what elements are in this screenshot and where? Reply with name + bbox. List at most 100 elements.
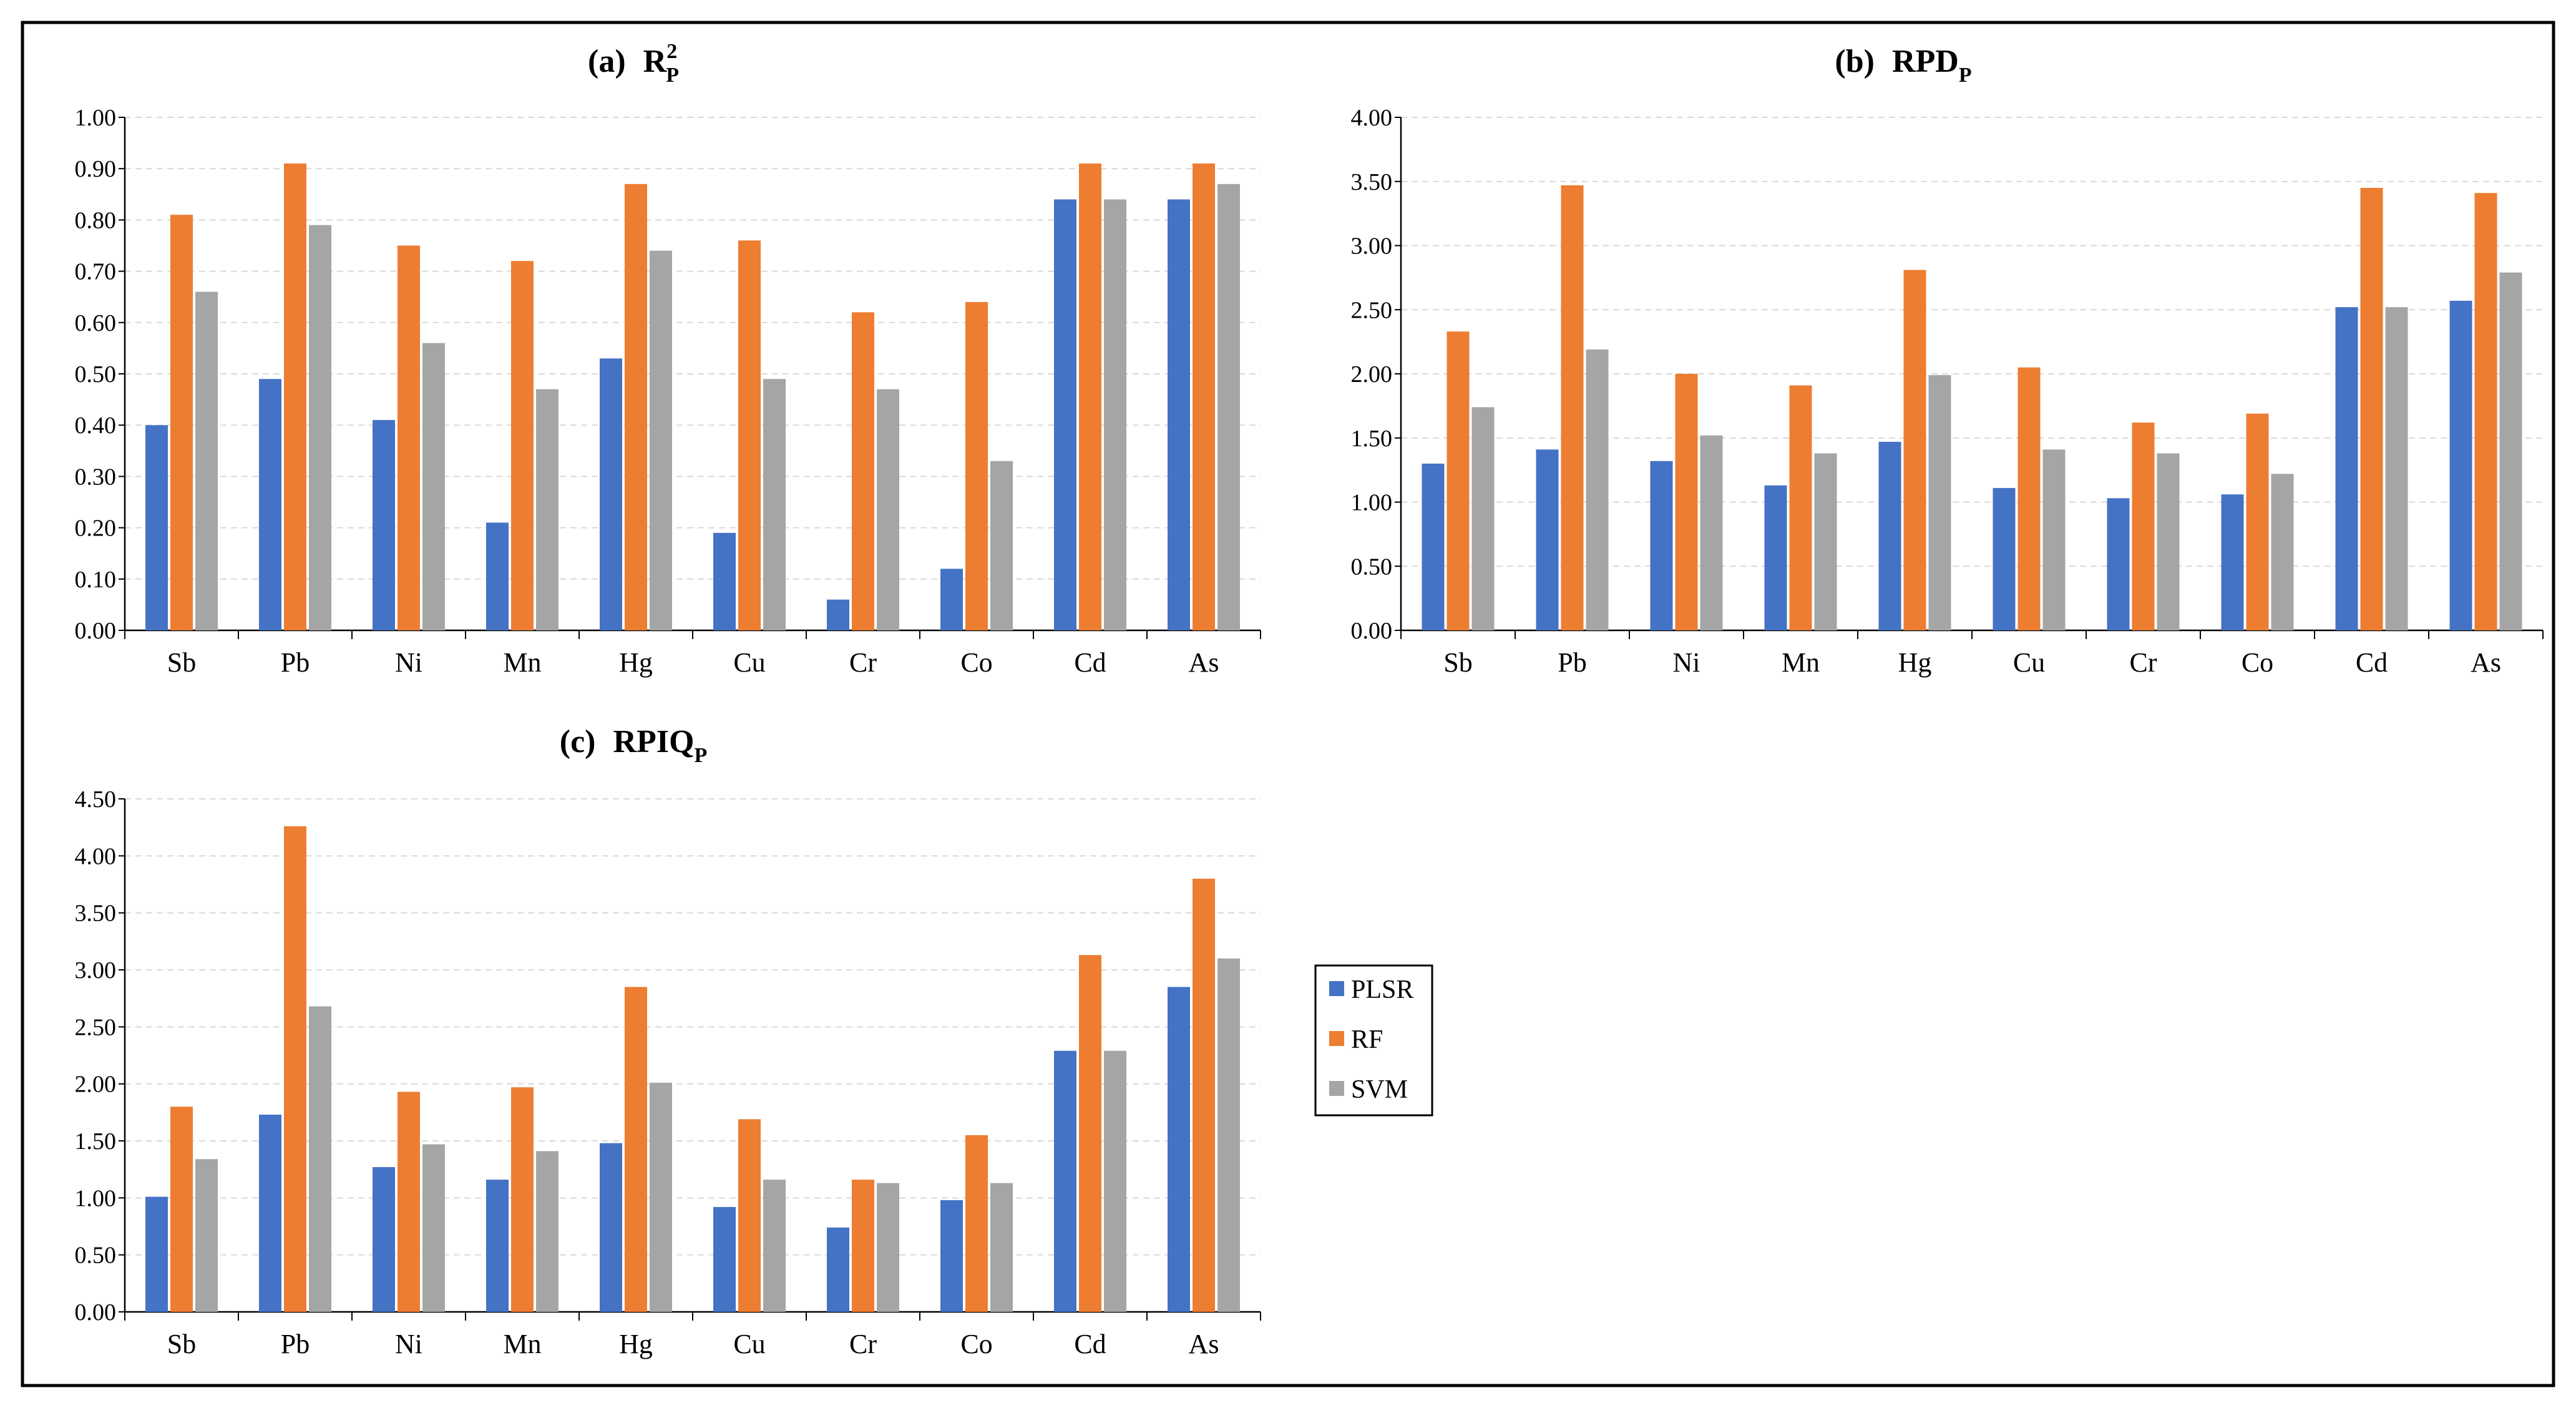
panel-a-bar-svm-sb [195, 291, 218, 631]
panel-a-bar-svm-hg [650, 250, 672, 631]
panel-b-bar-rf-pb [1561, 185, 1584, 630]
panel-a-bar-svm-cu [763, 379, 786, 630]
panel-a-category-label: Co [960, 647, 992, 678]
panel-a-ytick-label: 0.60 [75, 310, 117, 336]
panel-c-category-label: Hg [619, 1329, 653, 1359]
panel-b-bar-svm-cu [2042, 449, 2066, 630]
panel-c-bar-svm-as [1217, 958, 1240, 1312]
panel-c-bar-svm-mn [536, 1151, 559, 1312]
panel-c: (c) RPIQP 0.00 0.50 1.00 1.50 2.00 2.50 3.00 3.5… [75, 724, 1261, 1359]
panel-b-category-label: Cd [2356, 647, 2388, 678]
panel-c-bar-plsr-ni [373, 1167, 395, 1312]
panel-b-ytick-label: 2.00 [1351, 361, 1393, 388]
panel-b-category-label: Ni [1673, 647, 1700, 678]
panel-c-ytick-label: 4.00 [75, 843, 117, 869]
panel-c-bar-plsr-cd [1054, 1050, 1076, 1312]
panel-b-category-label: Hg [1898, 647, 1932, 678]
panel-c-ytick-label: 0.00 [75, 1299, 117, 1326]
panel-b-ytick-label: 0.00 [1351, 618, 1393, 644]
panel-c-ytick-label: 1.50 [75, 1128, 117, 1155]
panel-a-category-label: Mn [503, 647, 541, 678]
panel-a-category-label: Pb [281, 647, 310, 678]
panel-b-bar-rf-sb [1447, 331, 1470, 630]
panel-b-bar-svm-co [2271, 474, 2294, 630]
panel-c-title: (c) RPIQP [560, 724, 708, 767]
panel-b-bar-plsr-ni [1650, 461, 1673, 630]
panel-a-ytick-label: 0.50 [75, 361, 117, 388]
panel-a-ytick-label: 0.10 [75, 567, 117, 593]
panel-a-ytick-label: 0.00 [75, 618, 117, 644]
panel-a-category-label: Cr [849, 647, 877, 678]
panel-c-bar-plsr-sb [145, 1196, 168, 1312]
panel-c-plot: 0.00 0.50 1.00 1.50 2.00 2.50 3.00 3.50 4.00 4.50… [75, 786, 1261, 1359]
panel-c-ytick-label: 3.00 [75, 957, 117, 984]
panel-c-ytick-label: 0.50 [75, 1243, 117, 1269]
panel-a-bar-plsr-cr [827, 599, 849, 630]
panel-a-ytick-label: 0.80 [75, 207, 117, 233]
panel-b-bar-rf-cu [2017, 367, 2041, 630]
panel-a-bar-rf-pb [284, 163, 306, 631]
panel-b-bar-svm-hg [1928, 375, 1951, 630]
panel-a-bar-rf-co [965, 301, 988, 630]
panel-c-category-label: Cd [1074, 1329, 1106, 1359]
panel-a-bar-plsr-co [940, 569, 963, 630]
panel-c-bar-rf-hg [625, 987, 647, 1312]
panel-b-ytick-label: 2.50 [1351, 297, 1393, 323]
legend-label-rf: RF [1351, 1025, 1383, 1054]
panel-a-bar-rf-sb [170, 215, 193, 630]
panel-a-ytick-label: 0.20 [75, 516, 117, 542]
panel-c-bar-svm-cr [877, 1183, 899, 1312]
panel-a-bar-rf-cr [852, 312, 874, 630]
panel-a-bar-svm-ni [422, 343, 445, 630]
panel-b-bar-svm-cd [2385, 307, 2408, 630]
panel-a-category-label: Cd [1074, 647, 1106, 678]
legend-label-svm: SVM [1351, 1075, 1408, 1104]
panel-b-bar-svm-cr [2157, 453, 2180, 630]
legend-item-plsr: PLSR [1329, 975, 1413, 1004]
panel-b-bar-plsr-as [2449, 300, 2472, 630]
panel-c-category-label: As [1189, 1329, 1219, 1359]
panel-a-bar-rf-cd [1079, 163, 1101, 631]
panel-b-bar-rf-hg [1903, 270, 1926, 630]
panel-c-bar-svm-cu [763, 1180, 786, 1312]
panel-c-bar-rf-co [965, 1135, 988, 1312]
legend-swatch-plsr [1329, 981, 1344, 996]
panel-a-category-label: As [1189, 647, 1219, 678]
panel-b-category-label: Sb [1443, 647, 1472, 678]
panel-b-category-label: Mn [1782, 647, 1820, 678]
panel-b-category-label: As [2471, 647, 2501, 678]
panel-a-bar-rf-hg [625, 183, 647, 630]
panel-a-ytick-label: 1.00 [75, 105, 117, 131]
panel-c-category-label: Mn [503, 1329, 541, 1359]
panel-c-bar-plsr-mn [486, 1180, 509, 1312]
panel-a-category-label: Sb [167, 647, 196, 678]
panel-a-ytick-label: 0.90 [75, 156, 117, 182]
panel-c-bar-svm-sb [195, 1159, 218, 1312]
panel-b-category-label: Cu [2013, 647, 2045, 678]
panel-b-bar-svm-as [2499, 272, 2522, 630]
panel-a-bar-svm-co [990, 461, 1013, 630]
legend-swatch-rf [1329, 1031, 1344, 1046]
legend-item-svm: SVM [1329, 1075, 1408, 1104]
panel-b-category-label: Cr [2130, 647, 2157, 678]
panel-c-category-label: Co [960, 1329, 992, 1359]
panel-a-bar-plsr-cd [1054, 199, 1076, 630]
panel-c-bar-rf-mn [511, 1087, 534, 1312]
panel-c-bar-plsr-pb [259, 1114, 281, 1312]
panel-c-bar-rf-cu [738, 1119, 761, 1312]
panel-b-bar-rf-cr [2132, 423, 2155, 630]
panel-c-bar-rf-ni [398, 1092, 420, 1312]
panel-c-bar-plsr-hg [600, 1143, 622, 1312]
panel-c-category-label: Pb [281, 1329, 310, 1359]
panel-c-ytick-label: 1.00 [75, 1185, 117, 1211]
panel-b-ytick-label: 1.00 [1351, 490, 1393, 516]
panel-b-bar-rf-as [2474, 193, 2497, 630]
panel-c-bar-rf-cr [852, 1180, 874, 1312]
panel-c-ytick-label: 3.50 [75, 901, 117, 927]
panel-b-bar-rf-cd [2360, 188, 2383, 630]
panel-c-category-label: Sb [167, 1329, 196, 1359]
panel-a: (a) R2 P 0.000.100.200.300.400.500.600.700… [75, 40, 1261, 678]
panel-b-bar-rf-ni [1675, 374, 1698, 630]
panel-a-category-label: Cu [733, 647, 765, 678]
panel-c-bar-rf-as [1193, 878, 1215, 1312]
